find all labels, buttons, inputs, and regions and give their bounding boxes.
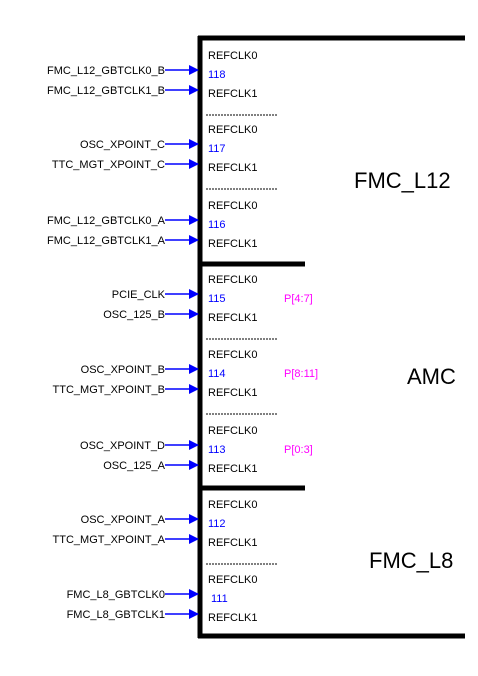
input-signal-label: TTC_MGT_XPOINT_A bbox=[53, 534, 166, 546]
refclk0-label: REFCLK0 bbox=[208, 124, 258, 136]
bank-number: 116 bbox=[208, 219, 226, 231]
input-signal-label: OSC_XPOINT_D bbox=[80, 440, 165, 452]
input-signal-label: OSC_125_A bbox=[103, 460, 165, 472]
banks-layer: REFCLK0 118 REFCLK1 FMC_L12_GBTCLK0_B FMC_L1… bbox=[47, 50, 318, 624]
bank-block: REFCLK0 112 REFCLK1 OSC_XPOINT_A TTC_MGT_XPO… bbox=[53, 499, 277, 565]
refclk1-label: REFCLK1 bbox=[208, 463, 258, 475]
input-signal-label: FMC_L8_GBTCLK1 bbox=[67, 609, 165, 621]
input-signal-label: OSC_125_B bbox=[103, 309, 165, 321]
bank-block: REFCLK0 117 REFCLK1 OSC_XPOINT_C TTC_MGT_XPO… bbox=[52, 124, 277, 190]
bank-number: 111 bbox=[211, 593, 228, 605]
bank-block: REFCLK0 118 REFCLK1 FMC_L12_GBTCLK0_B FMC_L1… bbox=[47, 50, 277, 116]
bank-number: 118 bbox=[208, 69, 226, 81]
bank-number: 113 bbox=[208, 444, 226, 456]
lanes-label: P[4:7] bbox=[284, 293, 313, 305]
refclk1-label: REFCLK1 bbox=[208, 537, 258, 549]
input-signal-label: OSC_XPOINT_C bbox=[80, 139, 165, 151]
input-signal-label: FMC_L12_GBTCLK0_A bbox=[47, 215, 166, 227]
refclk1-label: REFCLK1 bbox=[208, 238, 258, 250]
bank-block: REFCLK0 114 REFCLK1 P[8:11] OSC_XPOINT_B TTC_… bbox=[53, 349, 318, 415]
input-signal-label: FMC_L12_GBTCLK0_B bbox=[47, 65, 165, 77]
bank-block: REFCLK0 116 REFCLK1 FMC_L12_GBTCLK0_A FMC_L1… bbox=[47, 200, 258, 250]
refclk1-label: REFCLK1 bbox=[208, 387, 258, 399]
lanes-label: P[0:3] bbox=[284, 444, 313, 456]
refclk0-label: REFCLK0 bbox=[208, 425, 258, 437]
bank-number: 114 bbox=[208, 368, 226, 380]
input-signal-label: FMC_L8_GBTCLK0 bbox=[67, 589, 165, 601]
refclk0-label: REFCLK0 bbox=[208, 574, 258, 586]
refclk0-label: REFCLK0 bbox=[208, 349, 258, 361]
input-signal-label: OSC_XPOINT_A bbox=[81, 514, 166, 526]
refclk1-label: REFCLK1 bbox=[208, 162, 258, 174]
group-label-amc: AMC bbox=[407, 364, 456, 389]
refclk1-label: REFCLK1 bbox=[208, 612, 258, 624]
input-signal-label: TTC_MGT_XPOINT_B bbox=[53, 384, 165, 396]
bank-number: 112 bbox=[208, 518, 226, 530]
refclk0-label: REFCLK0 bbox=[208, 499, 258, 511]
input-signal-label: TTC_MGT_XPOINT_C bbox=[52, 159, 165, 171]
refclk0-label: REFCLK0 bbox=[208, 200, 258, 212]
bank-number: 115 bbox=[208, 293, 226, 305]
refclk0-label: REFCLK0 bbox=[208, 50, 258, 62]
refclk0-label: REFCLK0 bbox=[208, 274, 258, 286]
refclk1-label: REFCLK1 bbox=[208, 312, 258, 324]
bank-block: REFCLK0 111 REFCLK1 FMC_L8_GBTCLK0 FMC_L8_GB… bbox=[67, 574, 258, 624]
input-signal-label: FMC_L12_GBTCLK1_A bbox=[47, 235, 166, 247]
bank-block: REFCLK0 113 REFCLK1 P[0:3] OSC_XPOINT_D OSC_1… bbox=[80, 425, 313, 475]
refclk1-label: REFCLK1 bbox=[208, 88, 258, 100]
group-label-fmc-l8: FMC_L8 bbox=[369, 548, 453, 573]
input-signal-label: OSC_XPOINT_B bbox=[81, 364, 165, 376]
input-signal-label: PCIE_CLK bbox=[112, 289, 166, 301]
group-label-fmc-l12: FMC_L12 bbox=[354, 168, 451, 193]
input-signal-label: FMC_L12_GBTCLK1_B bbox=[47, 85, 165, 97]
bank-number: 117 bbox=[208, 143, 226, 155]
bank-block: REFCLK0 115 REFCLK1 P[4:7] PCIE_CLK OSC_125_B bbox=[103, 274, 313, 340]
lanes-label: P[8:11] bbox=[284, 368, 318, 380]
